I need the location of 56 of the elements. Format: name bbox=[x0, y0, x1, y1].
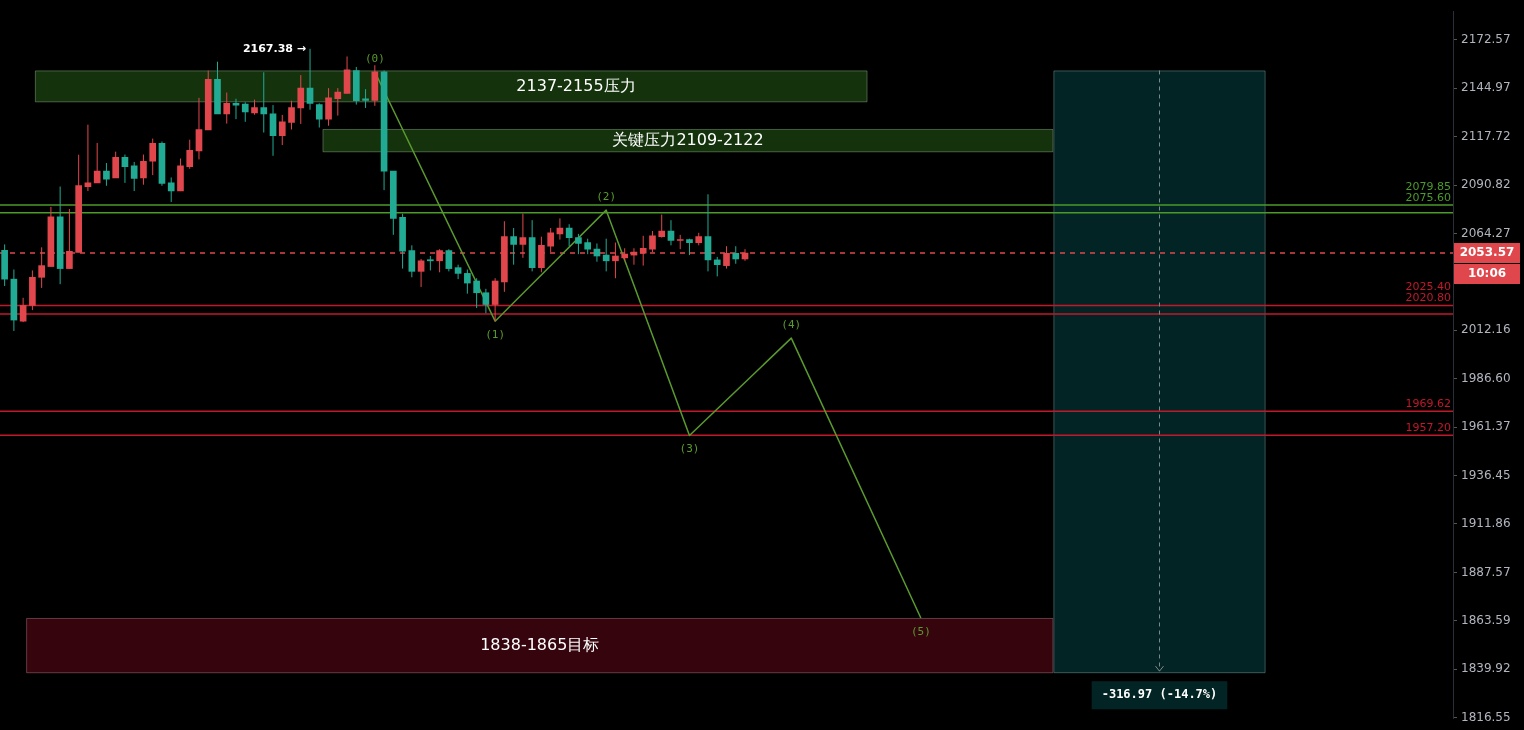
candlestick bbox=[390, 170, 397, 236]
band-label: 关键压力2109-2122 bbox=[612, 129, 764, 149]
y-tick-label: 1839.92 bbox=[1461, 661, 1511, 676]
y-tick-label: 1986.60 bbox=[1461, 370, 1511, 385]
ref-line-label: 2053.57 bbox=[1459, 245, 1515, 260]
candlestick bbox=[427, 255, 434, 271]
candlestick bbox=[695, 232, 703, 246]
candlestick bbox=[584, 238, 592, 255]
annotation: (3) bbox=[679, 442, 700, 456]
candlestick bbox=[288, 100, 295, 130]
y-tick-label: 1936.45 bbox=[1461, 467, 1511, 482]
candlestick bbox=[399, 213, 406, 270]
candlestick bbox=[575, 233, 582, 255]
band-label: 1838-1865目标 bbox=[480, 634, 600, 654]
ref-line-label: 2025.40 bbox=[1405, 280, 1451, 294]
annotation: (2) bbox=[596, 190, 617, 203]
y-tick-label: 1911.86 bbox=[1461, 516, 1511, 531]
candlestick bbox=[510, 227, 517, 266]
candlestick bbox=[278, 114, 286, 146]
annotation: (4) bbox=[781, 317, 802, 331]
ref-line-label: 1957.20 bbox=[1405, 421, 1451, 435]
candlestick bbox=[538, 236, 545, 273]
candlestick bbox=[676, 234, 684, 250]
y-tick-label: 1887.57 bbox=[1461, 564, 1511, 579]
candlestick bbox=[130, 161, 138, 192]
y-tick-label: 2117.72 bbox=[1461, 128, 1511, 143]
y-tick-label: 2144.97 bbox=[1461, 80, 1511, 95]
y-tick-label: 2172.57 bbox=[1461, 31, 1511, 46]
ref-line-label: 2075.60 bbox=[1405, 190, 1451, 204]
annotation: (1) bbox=[485, 328, 506, 342]
text: 10:06 bbox=[1467, 266, 1507, 281]
band-label: -316.97 (-14.7%) bbox=[1101, 687, 1218, 702]
ref-line-label: 1969.62 bbox=[1405, 397, 1451, 411]
candlestick bbox=[362, 88, 369, 109]
candlestick bbox=[29, 269, 36, 311]
candlestick bbox=[686, 238, 693, 256]
y-tick-label: 1816.55 bbox=[1461, 709, 1511, 724]
band-label: 2137-2155压力 bbox=[516, 75, 636, 95]
candlestick bbox=[149, 138, 157, 176]
annotation: 2167.38 → bbox=[242, 41, 307, 55]
candlestick bbox=[639, 235, 647, 267]
y-tick-label: 1863.59 bbox=[1461, 612, 1511, 627]
candlestick bbox=[214, 61, 221, 115]
candlestick bbox=[260, 71, 268, 134]
ref-line-label: 2079.85 bbox=[1405, 179, 1451, 193]
annotation: (0) bbox=[364, 51, 385, 65]
candlestick bbox=[251, 99, 258, 116]
y-tick-label: 2012.16 bbox=[1461, 322, 1511, 337]
ref-line-label: 2020.80 bbox=[1405, 291, 1451, 305]
candlestick bbox=[371, 64, 379, 107]
annotation: (5) bbox=[910, 624, 931, 638]
candlestick bbox=[352, 66, 360, 106]
y-tick-label: 1961.37 bbox=[1461, 419, 1511, 434]
y-tick-label: 2064.27 bbox=[1461, 225, 1511, 240]
y-tick-label: 2090.82 bbox=[1461, 177, 1511, 192]
candlestick bbox=[186, 139, 194, 170]
